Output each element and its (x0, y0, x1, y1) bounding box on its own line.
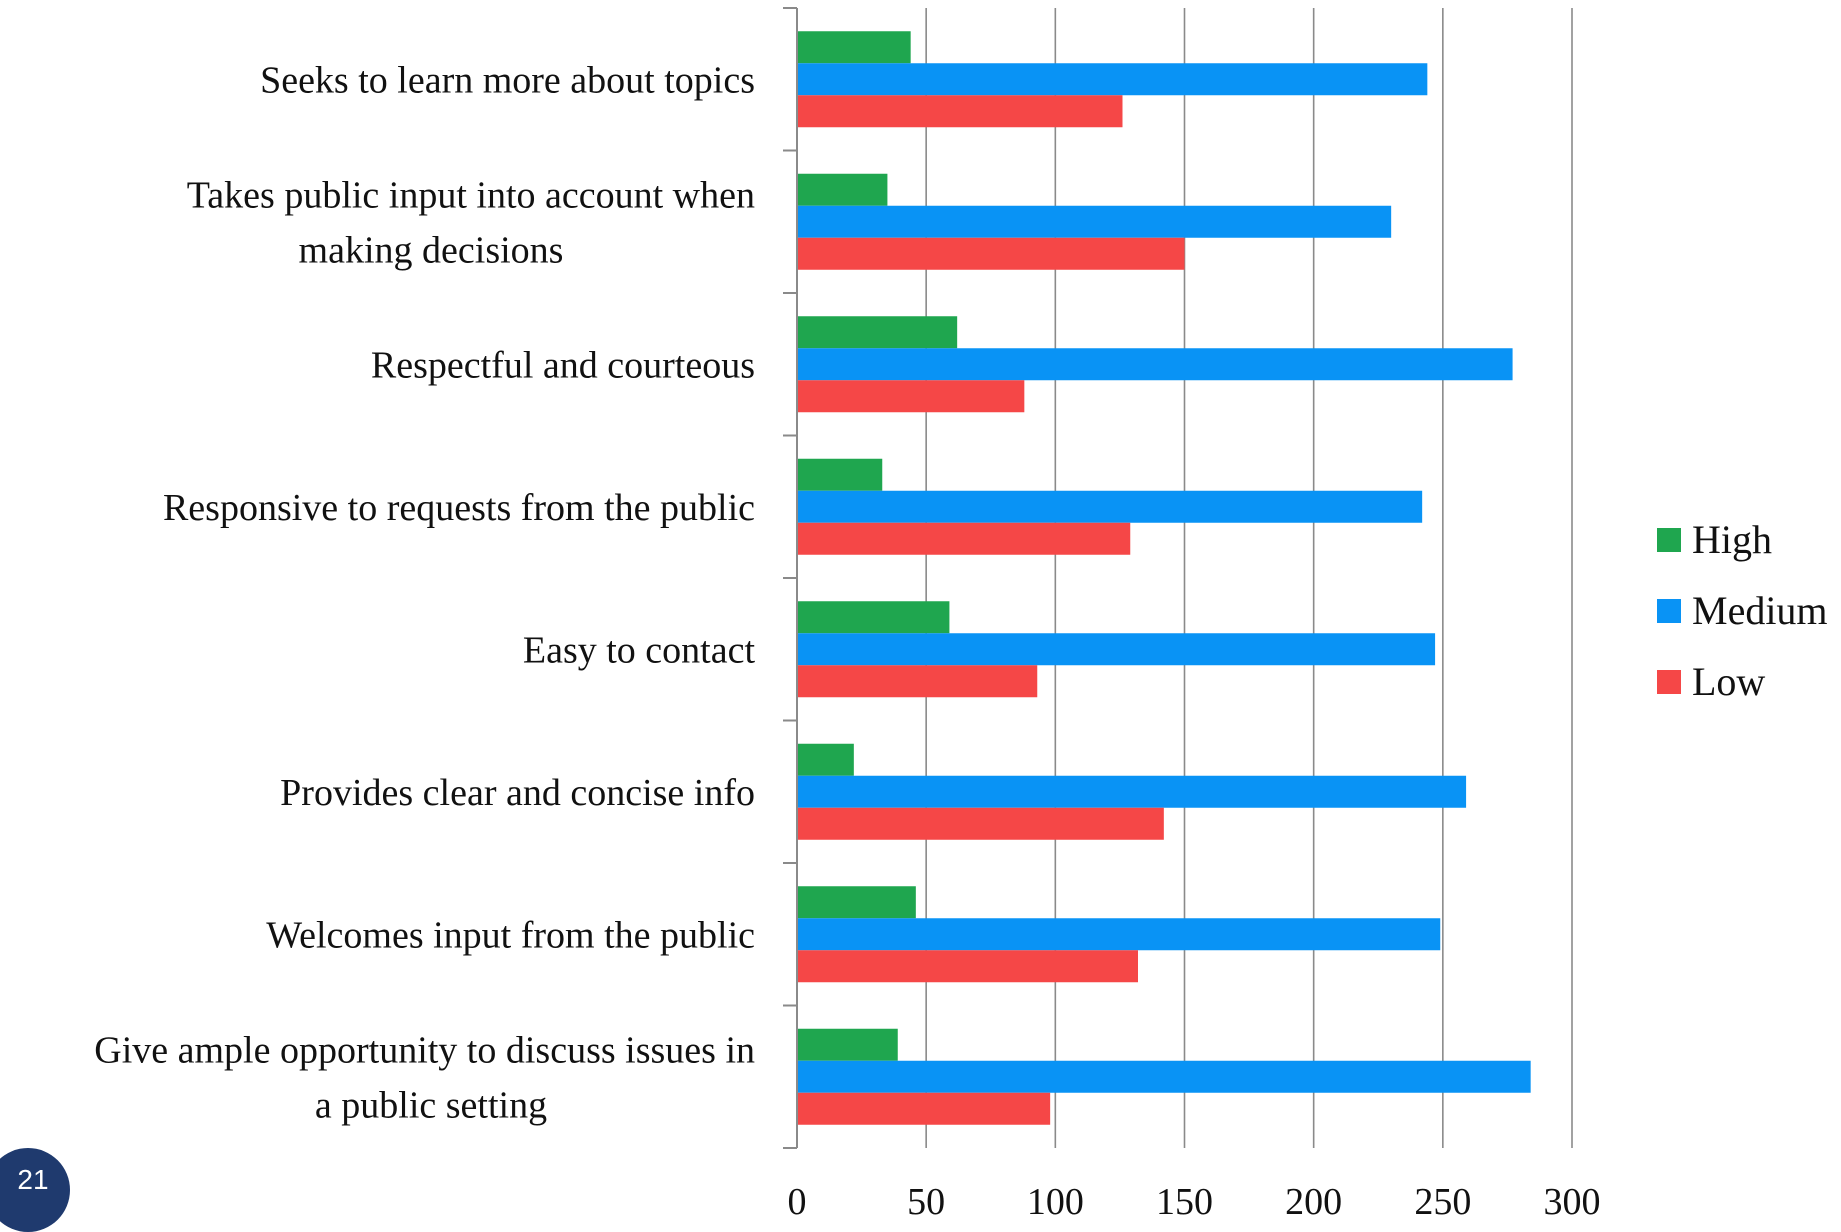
category-label: Give ample opportunity to discuss issues… (94, 1029, 755, 1126)
bar-high (797, 601, 950, 634)
category-label: Takes public input into account when maki… (187, 174, 755, 271)
x-tick-label: 0 (788, 1181, 807, 1216)
bar-low (797, 950, 1138, 983)
x-tick-label: 250 (1414, 1181, 1471, 1216)
x-tick-label: 100 (1027, 1181, 1084, 1216)
x-tick-label: 300 (1544, 1181, 1601, 1216)
bar-high (797, 458, 883, 491)
x-tick-label: 200 (1285, 1181, 1342, 1216)
bar-medium (797, 775, 1467, 808)
x-tick-labels: 0 50 100 150 200 250 300 (788, 1181, 1601, 1216)
legend-swatch-high (1657, 528, 1681, 552)
bar-low (797, 665, 1038, 698)
bar-medium (797, 918, 1441, 951)
category-label: Responsive to requests from the public (163, 487, 755, 529)
bar-low (797, 807, 1164, 840)
bar-medium (797, 490, 1423, 523)
legend: High Medium Low (1657, 517, 1828, 704)
bar-low (797, 380, 1025, 413)
category-label: Provides clear and concise info (280, 772, 755, 814)
bar-medium (797, 205, 1392, 238)
legend-label-low: Low (1692, 659, 1765, 704)
category-labels: Seeks to learn more about topics Takes pu… (94, 59, 755, 1126)
x-tick-label: 150 (1156, 1181, 1213, 1216)
bar-high (797, 1028, 898, 1061)
bar-low (797, 1092, 1051, 1125)
bar-high (797, 173, 888, 206)
bar-low (797, 95, 1123, 128)
bar-medium (797, 63, 1428, 96)
bar-low (797, 237, 1185, 270)
legend-swatch-low (1657, 670, 1681, 694)
category-label: Welcomes input from the public (266, 914, 755, 956)
bar-medium (797, 1060, 1531, 1093)
legend-label-high: High (1692, 517, 1772, 562)
legend-swatch-medium (1657, 599, 1681, 623)
category-label: Easy to contact (523, 629, 756, 671)
bar-medium (797, 348, 1513, 381)
legend-label-medium: Medium (1692, 588, 1828, 633)
bar-medium (797, 633, 1436, 666)
bar-low (797, 522, 1131, 555)
bar-high (797, 886, 916, 919)
category-label: Respectful and courteous (371, 344, 755, 386)
bar-high (797, 316, 958, 349)
axes (783, 7, 798, 1149)
x-tick-label: 50 (907, 1181, 945, 1216)
bar-high (797, 31, 911, 64)
category-label: Seeks to learn more about topics (260, 59, 755, 101)
bars (797, 31, 1531, 1125)
bar-high (797, 743, 854, 776)
